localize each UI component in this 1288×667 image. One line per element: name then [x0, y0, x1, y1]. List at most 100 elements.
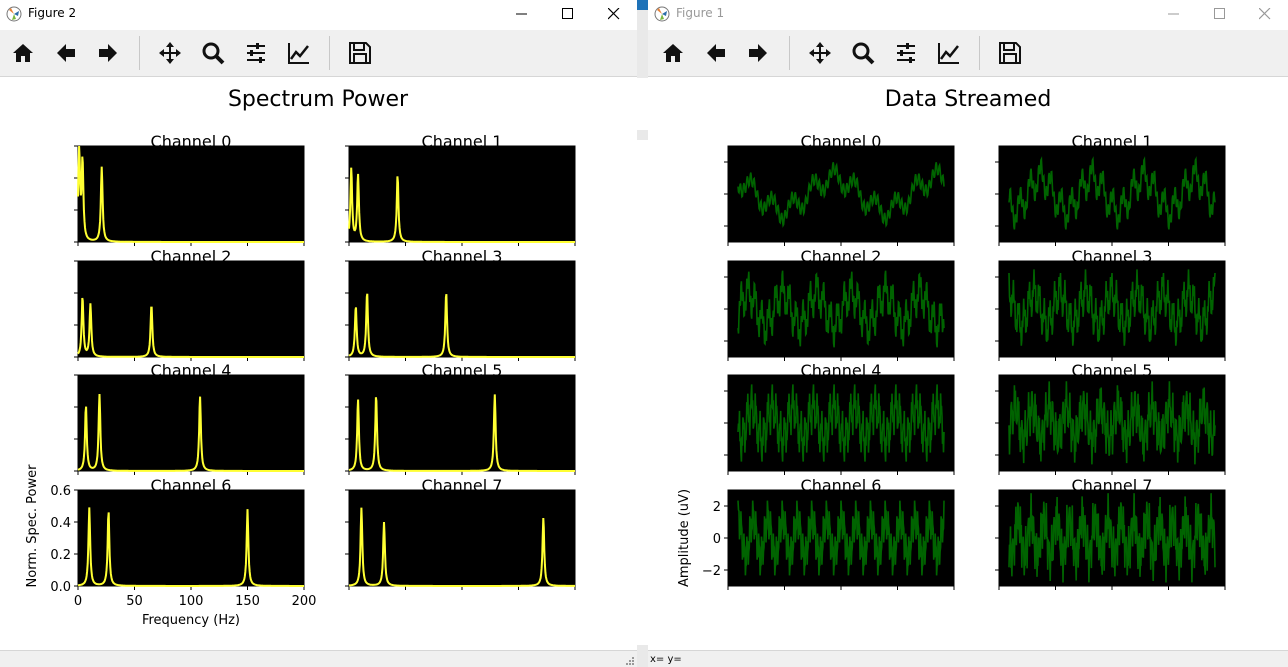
minimize-button[interactable] — [499, 0, 545, 28]
minimize-icon — [1168, 13, 1179, 15]
subplot-title: Channel 7 — [422, 476, 503, 495]
subplot-title: Channel 1 — [422, 132, 503, 151]
back-arrow-icon — [57, 44, 75, 62]
close-button[interactable] — [591, 0, 637, 28]
x-tick-label: 150 — [235, 594, 260, 609]
subplot-title: Channel 5 — [422, 361, 503, 380]
pan-icon — [809, 42, 831, 64]
subplot-title: Channel 3 — [1072, 247, 1153, 266]
close-button[interactable] — [1242, 0, 1288, 28]
save-button[interactable] — [345, 38, 375, 68]
subplot-channel-1: Channel 1 — [345, 132, 576, 246]
titlebar[interactable]: Figure 1 — [648, 0, 1288, 28]
subplot-channel-0: Channel 0 — [74, 132, 305, 246]
configure-subplots-button[interactable] — [891, 38, 921, 68]
edit-axis-button[interactable] — [284, 38, 314, 68]
figure-title: Data Streamed — [885, 87, 1052, 112]
data-line — [737, 384, 945, 462]
save-button[interactable] — [995, 38, 1025, 68]
data-line — [349, 507, 575, 587]
subplot-title: Channel 7 — [1072, 476, 1153, 495]
maximize-button[interactable] — [545, 0, 591, 28]
data-line — [348, 394, 575, 472]
subplot-title: Channel 2 — [151, 247, 232, 266]
subplot-title: Channel 4 — [151, 361, 232, 380]
axes-background — [77, 260, 305, 358]
x-tick-label: 0 — [74, 594, 82, 609]
pan-button[interactable] — [155, 38, 185, 68]
edit-axis-button[interactable] — [934, 38, 964, 68]
subplot-channel-5: Channel 5 — [345, 361, 576, 475]
home-button[interactable] — [8, 38, 38, 68]
subplot-channel-7: Channel 7 — [345, 476, 576, 590]
data-line — [77, 393, 304, 472]
back-button[interactable] — [701, 38, 731, 68]
maximize-button[interactable] — [1197, 0, 1243, 28]
y-tick-label: 0.2 — [50, 548, 71, 563]
pan-button[interactable] — [805, 38, 835, 68]
data-line — [737, 162, 945, 228]
status-bar: x= y= — [648, 650, 1288, 667]
subplot-channel-2: Channel 2 — [724, 247, 955, 361]
y-tick-label: 0.4 — [50, 516, 71, 531]
zoom-button[interactable] — [198, 38, 228, 68]
matplotlib-logo-icon — [6, 6, 22, 22]
data-line — [77, 507, 304, 587]
back-button[interactable] — [51, 38, 81, 68]
maximize-icon — [562, 8, 573, 19]
window-title: Figure 1 — [676, 6, 725, 20]
forward-arrow-icon — [749, 44, 767, 62]
pan-icon — [159, 42, 181, 64]
subplot-title: Channel 5 — [1072, 361, 1153, 380]
y-tick-label: 0.6 — [50, 484, 71, 499]
subplot-title: Channel 6 — [151, 476, 232, 495]
y-tick-label: 0 — [713, 532, 721, 547]
forward-button[interactable] — [743, 38, 773, 68]
subplot-title: Channel 2 — [801, 247, 882, 266]
x-tick-label: 100 — [179, 594, 204, 609]
configure-subplots-button[interactable] — [241, 38, 271, 68]
y-axis-label: Norm. Spec. Power — [25, 464, 40, 588]
forward-arrow-icon — [99, 44, 117, 62]
axes-background — [348, 260, 576, 358]
save-icon — [999, 42, 1021, 64]
titlebar[interactable]: Figure 2 — [0, 0, 637, 28]
axes-background — [77, 145, 305, 243]
navigation-toolbar — [0, 30, 637, 77]
subplot-title: Channel 1 — [1072, 132, 1153, 151]
configure-subplots-icon — [247, 43, 265, 63]
navigation-toolbar — [648, 30, 1288, 77]
subplot-title: Channel 0 — [801, 132, 882, 151]
data-line — [348, 293, 575, 358]
subplot-channel-4: Channel 4 — [724, 361, 955, 475]
axes-background — [348, 374, 576, 472]
x-tick-label: 50 — [126, 594, 143, 609]
axes-background — [727, 145, 955, 243]
resize-grip-icon[interactable] — [625, 656, 635, 666]
zoom-icon — [852, 42, 875, 65]
save-icon — [349, 42, 371, 64]
minimize-button[interactable] — [1151, 0, 1197, 28]
figure-canvas[interactable]: Spectrum Power Channel 0 Channel 1 Channel … — [0, 77, 637, 649]
y-tick-label: 2 — [713, 500, 721, 515]
subplot-title: Channel 6 — [801, 476, 882, 495]
figure-2-window[interactable]: Figure 2 — [0, 0, 637, 667]
home-icon — [13, 44, 33, 62]
home-button[interactable] — [658, 38, 688, 68]
figure-1-window[interactable]: Figure 1 — [648, 0, 1288, 667]
x-axis-label: Frequency (Hz) — [142, 613, 240, 628]
figure-title: Spectrum Power — [228, 87, 409, 112]
data-line — [1008, 156, 1216, 230]
subplot-channel-2: Channel 2 — [74, 247, 305, 361]
subplot-channel-4: Channel 4 — [74, 361, 305, 475]
subplot-channel-6: Channel 6 2 0 −2 Amplitude (uV) — [677, 476, 955, 590]
minimize-icon — [516, 13, 527, 15]
y-tick-label: 0.0 — [50, 580, 71, 595]
figure-canvas[interactable]: Data Streamed Channel 0 Channel 1 Channel 2… — [648, 77, 1288, 649]
zoom-icon — [202, 42, 225, 65]
data-line — [77, 297, 304, 358]
subplot-channel-5: Channel 5 — [995, 361, 1226, 475]
forward-button[interactable] — [93, 38, 123, 68]
zoom-button[interactable] — [848, 38, 878, 68]
maximize-icon — [1214, 8, 1225, 19]
